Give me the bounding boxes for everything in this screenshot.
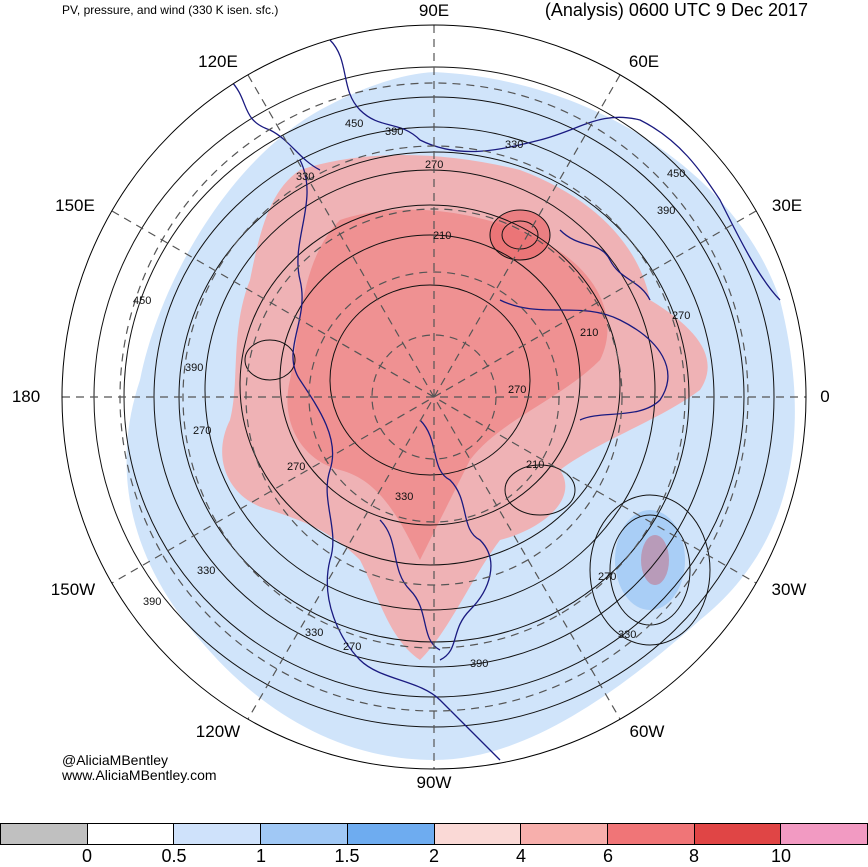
coastlines: [229, 39, 781, 761]
contour-label: 450: [345, 118, 363, 130]
colorbar-segment: [520, 823, 608, 845]
contour-label: 330: [395, 491, 413, 503]
contour-label: 270: [425, 159, 443, 171]
colorbar-tick: 2: [428, 846, 440, 866]
contour-label: 330: [197, 565, 215, 577]
title-right: (Analysis) 0600 UTC 9 Dec 2017: [544, 0, 808, 20]
colorbar-tick: 10: [770, 846, 792, 866]
lon-label-120w: 120W: [195, 722, 241, 741]
colorbar-tick: 1.5: [334, 846, 360, 866]
lon-label-30e: 30E: [771, 196, 803, 215]
contour-label: 270: [508, 384, 526, 396]
contour-label: 270: [193, 425, 211, 437]
colorbar-segment: [606, 823, 695, 845]
graticule: [62, 25, 806, 769]
title-left: PV, pressure, and wind (330 K isen. sfc.…: [62, 3, 279, 17]
colorbar-tick: 6: [602, 846, 614, 866]
colorbar-segment: [693, 823, 782, 845]
colorbar-tick: 0.5: [161, 846, 187, 866]
contour-label: 270: [672, 310, 690, 322]
colorbar-tick: 4: [515, 846, 527, 866]
lon-label-30w: 30W: [771, 580, 807, 599]
lon-label-150e: 150E: [55, 196, 95, 215]
lon-label-60e: 60E: [628, 52, 660, 71]
lon-label-150w: 150W: [50, 580, 96, 599]
pv-blue-blob-atlantic: [615, 510, 685, 610]
colorbar-segment: [260, 823, 348, 845]
contour-label: 450: [133, 295, 151, 307]
colorbar-tick: 1: [255, 846, 267, 866]
contour-label: 210: [433, 230, 451, 242]
contour-label: 270: [343, 641, 361, 653]
lon-label-180: 180: [11, 387, 41, 406]
lon-label-60w: 60W: [629, 722, 665, 741]
colorbar-segment: [780, 823, 868, 845]
contour-label: 330: [305, 627, 323, 639]
contour-label: 270: [287, 461, 305, 473]
colorbar-tick: 8: [688, 846, 700, 866]
lon-label-90w: 90W: [416, 773, 452, 792]
contour-label: 210: [526, 459, 544, 471]
pv-red-core: [287, 209, 608, 560]
lon-label-120e: 120E: [198, 52, 238, 71]
lon-label-90e: 90E: [418, 1, 450, 20]
contour-label: 330: [296, 171, 314, 183]
contour-label: 390: [470, 658, 488, 670]
colorbar-segment: [433, 823, 522, 845]
credit-website: www.AliciaMBentley.com: [62, 767, 217, 783]
colorbar-segment: [86, 823, 175, 845]
contour-label: 210: [580, 327, 598, 339]
contour-label: 270: [598, 571, 616, 583]
lon-label-0: 0: [820, 387, 830, 406]
colorbar-tick: 0: [81, 846, 93, 866]
contour-label: 330: [618, 629, 636, 641]
pv-red-blob-atlantic: [641, 535, 669, 585]
contour-label: 390: [185, 362, 203, 374]
contour-label: 330: [505, 139, 523, 151]
contour-label: 390: [143, 596, 161, 608]
colorbar: [0, 823, 868, 845]
credit-handle: @AliciaMBentley: [62, 752, 169, 768]
contour-label: 390: [385, 126, 403, 138]
contour-label: 450: [667, 168, 685, 180]
contour-label: 390: [657, 205, 675, 217]
map-boundary: [61, 24, 807, 770]
colorbar-segment: [0, 823, 88, 845]
colorbar-segment: [173, 823, 262, 845]
colorbar-segment: [346, 823, 435, 845]
